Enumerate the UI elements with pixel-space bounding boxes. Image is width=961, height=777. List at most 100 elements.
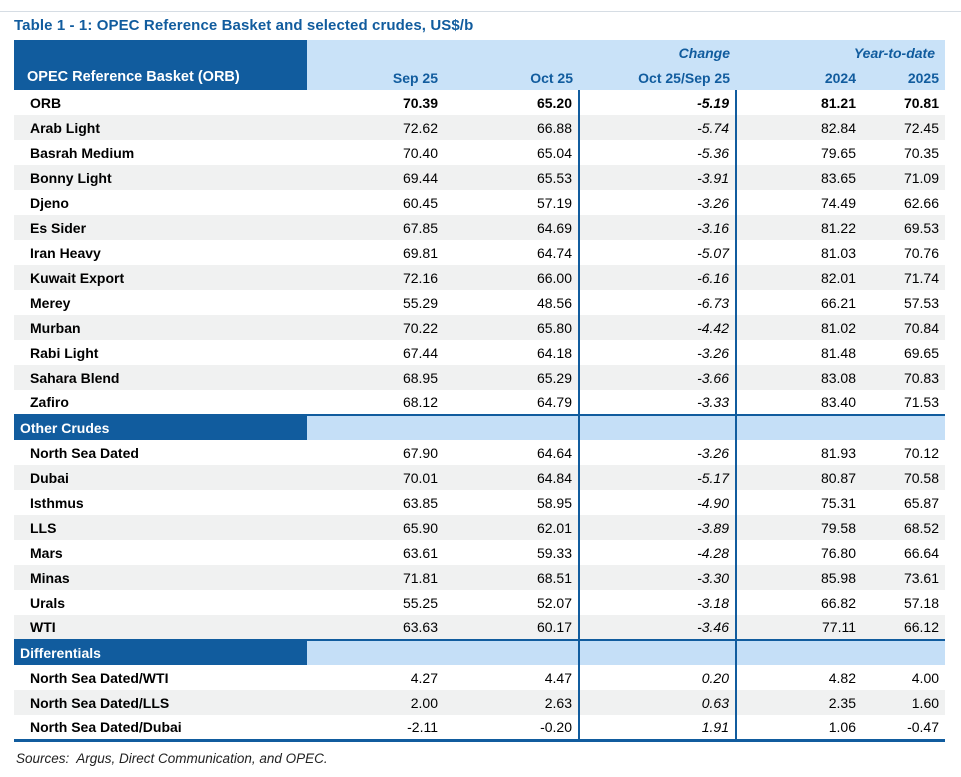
cell-2025: 70.81 bbox=[903, 94, 940, 111]
cell-2025: 66.64 bbox=[903, 544, 940, 561]
page-top-rule bbox=[0, 11, 961, 12]
cell-oct25: 57.19 bbox=[536, 194, 572, 211]
cell-oct25: 68.51 bbox=[444, 565, 579, 590]
cell-sep25: 67.85 bbox=[307, 215, 444, 240]
cell-change: -3.91 bbox=[578, 165, 737, 190]
table-row: North Sea Dated 67.90 64.64 -3.26 81.93 70.12 bbox=[14, 440, 945, 465]
section-fill-sep25 bbox=[307, 639, 444, 665]
cell-oct25: 59.33 bbox=[536, 544, 572, 561]
table-row: Zafiro 68.12 64.79 -3.33 83.40 71.53 bbox=[14, 390, 945, 415]
cell-change: -3.26 bbox=[578, 340, 737, 365]
table-row: Rabi Light 67.44 64.18 -3.26 81.48 69.65 bbox=[14, 340, 945, 365]
header-col-2025: 2025 bbox=[862, 65, 946, 90]
cell-sep25: -2.11 bbox=[407, 718, 438, 735]
cell-sep25: 67.44 bbox=[402, 344, 438, 361]
cell-change: -5.74 bbox=[578, 115, 737, 140]
cell-2024: 77.11 bbox=[736, 615, 862, 640]
cell-2024: 66.82 bbox=[820, 594, 856, 611]
cell-change: -3.26 bbox=[578, 440, 737, 465]
table-row: Es Sider 67.85 64.69 -3.16 81.22 69.53 bbox=[14, 215, 946, 240]
table-row: Isthmus 63.85 58.95 -4.90 75.31 65.87 bbox=[14, 490, 945, 515]
header-col-2024: 2024 bbox=[736, 65, 862, 90]
cell-oct25: 48.56 bbox=[536, 294, 572, 311]
row-label: Arab Light bbox=[14, 115, 307, 140]
cell-change: -4.42 bbox=[578, 315, 737, 340]
table-row: WTI 63.63 60.17 -3.46 77.11 66.12 bbox=[14, 615, 946, 640]
cell-change: -3.16 bbox=[578, 215, 737, 240]
row-label: Isthmus bbox=[30, 494, 84, 511]
table-row: Murban 70.22 65.80 -4.42 81.02 70.84 bbox=[14, 315, 946, 340]
row-label: Dubai bbox=[14, 465, 307, 490]
cell-2025: 70.58 bbox=[862, 465, 946, 490]
header-col-sep25: Sep 25 bbox=[307, 65, 444, 90]
header-group-change: Change bbox=[579, 40, 736, 65]
table-header: OPEC Reference Basket (ORB) Change Year-… bbox=[14, 40, 946, 90]
cell-change: 0.20 bbox=[578, 665, 737, 690]
cell-2025: 1.60 bbox=[862, 690, 946, 715]
cell-2025: 68.52 bbox=[862, 515, 946, 540]
cell-change: -4.28 bbox=[578, 540, 737, 565]
row-label: North Sea Dated/Dubai bbox=[30, 718, 182, 735]
cell-2024: 82.84 bbox=[736, 115, 862, 140]
cell-2024: 80.87 bbox=[736, 465, 862, 490]
table-row: ORB 70.39 65.20 -5.19 81.21 70.81 bbox=[14, 90, 945, 115]
cell-oct25: 58.95 bbox=[536, 494, 572, 511]
cell-oct25: 60.17 bbox=[444, 615, 579, 640]
table-row: Minas 71.81 68.51 -3.30 85.98 73.61 bbox=[14, 565, 946, 590]
cell-2024: 81.22 bbox=[736, 215, 862, 240]
cell-change: -6.73 bbox=[578, 290, 737, 315]
row-label: Bonny Light bbox=[14, 165, 307, 190]
cell-oct25: 62.01 bbox=[444, 515, 579, 540]
cell-2024: 74.49 bbox=[820, 194, 856, 211]
cell-2025: 62.66 bbox=[903, 194, 940, 211]
cell-oct25: 64.84 bbox=[444, 465, 579, 490]
table-body: ORB 70.39 65.20 -5.19 81.21 70.81 Arab Light 72… bbox=[14, 90, 946, 740]
row-label: WTI bbox=[14, 615, 307, 640]
row-label: Murban bbox=[14, 315, 307, 340]
row-label: Mars bbox=[30, 544, 63, 561]
cell-change: -3.33 bbox=[578, 390, 737, 415]
section-header-label: Other Crudes bbox=[14, 414, 307, 440]
cell-change: -3.30 bbox=[578, 565, 737, 590]
orb-price-table: OPEC Reference Basket (ORB) Change Year-… bbox=[14, 40, 946, 742]
cell-change: -5.19 bbox=[578, 90, 737, 115]
cell-2025: 71.09 bbox=[862, 165, 946, 190]
cell-sep25: 63.85 bbox=[402, 494, 438, 511]
row-label: Basrah Medium bbox=[30, 144, 135, 161]
cell-2025: 70.35 bbox=[903, 144, 940, 161]
row-label: North Sea Dated/LLS bbox=[14, 690, 307, 715]
cell-2025: 70.84 bbox=[862, 315, 946, 340]
cell-sep25: 65.90 bbox=[307, 515, 444, 540]
cell-2025: 69.53 bbox=[862, 215, 946, 240]
cell-2025: 69.65 bbox=[903, 344, 940, 361]
row-label: Zafiro bbox=[30, 394, 69, 410]
cell-2025: 70.12 bbox=[903, 444, 940, 461]
cell-sep25: 4.27 bbox=[410, 669, 438, 686]
section-fill-change bbox=[578, 639, 737, 665]
cell-2024: 81.93 bbox=[820, 444, 856, 461]
cell-oct25: 52.07 bbox=[536, 594, 572, 611]
cell-change: -3.26 bbox=[578, 190, 737, 215]
table-row: North Sea Dated/WTI 4.27 4.47 0.20 4.82 4.00 bbox=[14, 665, 945, 690]
cell-2024: 1.06 bbox=[828, 718, 856, 735]
cell-change: -3.18 bbox=[578, 590, 737, 615]
header-col-oct25: Oct 25 bbox=[444, 65, 579, 90]
row-label: Urals bbox=[30, 594, 66, 611]
cell-sep25: 67.90 bbox=[402, 444, 438, 461]
table-row: Urals 55.25 52.07 -3.18 66.82 57.18 bbox=[14, 590, 945, 615]
cell-oct25: 65.80 bbox=[444, 315, 579, 340]
table-row: Sahara Blend 68.95 65.29 -3.66 83.08 70.83 bbox=[14, 365, 946, 390]
cell-2024: 79.58 bbox=[736, 515, 862, 540]
cell-change: -3.46 bbox=[578, 615, 737, 640]
section-fill-2025 bbox=[862, 639, 946, 665]
cell-oct25: -0.20 bbox=[540, 718, 572, 735]
cell-oct25: 65.20 bbox=[536, 94, 572, 111]
cell-oct25: 64.18 bbox=[536, 344, 572, 361]
section-fill-change bbox=[578, 414, 737, 440]
cell-oct25: 64.74 bbox=[536, 244, 572, 261]
cell-2024: 83.65 bbox=[736, 165, 862, 190]
cell-sep25: 68.12 bbox=[402, 394, 438, 410]
row-label: LLS bbox=[14, 515, 307, 540]
cell-2025: 71.74 bbox=[862, 265, 946, 290]
